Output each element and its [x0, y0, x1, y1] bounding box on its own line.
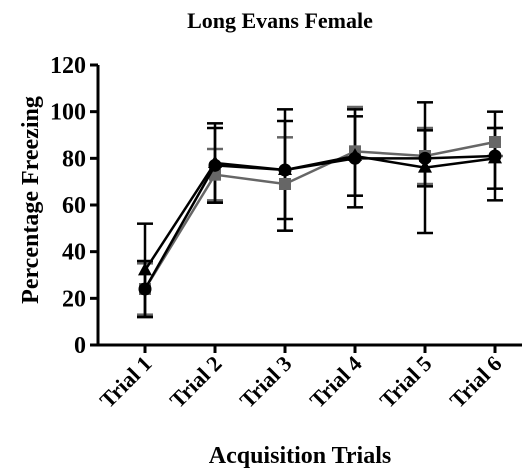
x-tick-label: Trial 1 [95, 351, 157, 413]
marker [278, 163, 292, 177]
series-line [143, 154, 496, 290]
marker [138, 282, 152, 296]
y-tick-label: 120 [50, 53, 86, 79]
y-tick-label: 20 [62, 286, 86, 312]
marker [418, 159, 432, 173]
x-tick-label: Trial 5 [375, 351, 437, 413]
y-axis-label: Percentage Freezing [18, 96, 44, 304]
series-line [143, 154, 496, 272]
chart-title: Long Evans Female [187, 8, 373, 33]
x-tick-label: Trial 4 [305, 351, 367, 413]
marker [138, 262, 152, 276]
x-tick-label: Trial 3 [235, 351, 297, 413]
marker [279, 178, 291, 190]
y-tick-label: 100 [50, 100, 86, 126]
marker [208, 158, 222, 172]
marker [489, 136, 501, 148]
marker [418, 151, 432, 165]
x-axis-label: Acquisition Trials [209, 443, 391, 469]
series-line [143, 140, 496, 290]
y-tick-label: 40 [62, 240, 86, 266]
marker [348, 151, 362, 165]
y-tick-label: 60 [62, 193, 86, 219]
y-tick-label: 0 [74, 333, 86, 359]
x-tick-label: Trial 2 [165, 351, 227, 413]
x-tick-label: Trial 6 [445, 351, 507, 413]
y-tick-label: 80 [62, 146, 86, 172]
marker [488, 149, 502, 163]
